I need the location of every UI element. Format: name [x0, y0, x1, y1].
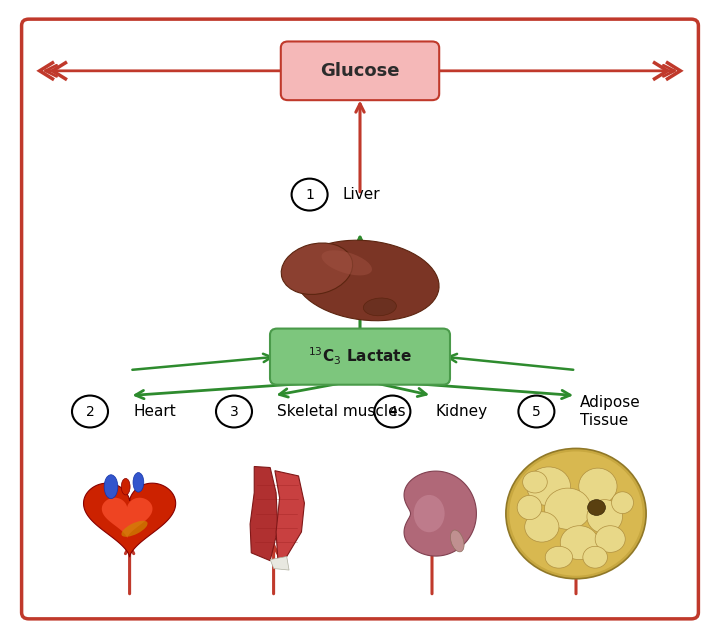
- Polygon shape: [102, 498, 153, 538]
- Text: Kidney: Kidney: [436, 404, 487, 419]
- FancyBboxPatch shape: [22, 19, 698, 619]
- Circle shape: [588, 500, 606, 516]
- Ellipse shape: [282, 243, 353, 295]
- Ellipse shape: [545, 546, 572, 568]
- Ellipse shape: [121, 478, 130, 495]
- Text: 4: 4: [388, 404, 397, 419]
- Ellipse shape: [611, 492, 634, 514]
- Ellipse shape: [527, 467, 570, 506]
- Ellipse shape: [523, 471, 547, 493]
- Ellipse shape: [364, 298, 397, 316]
- Text: 2: 2: [86, 404, 94, 419]
- Ellipse shape: [595, 526, 625, 553]
- Ellipse shape: [451, 530, 464, 552]
- Text: 1: 1: [305, 188, 314, 202]
- Polygon shape: [270, 556, 289, 570]
- Text: Heart: Heart: [133, 404, 176, 419]
- FancyBboxPatch shape: [270, 329, 450, 385]
- Ellipse shape: [133, 473, 144, 492]
- Ellipse shape: [122, 521, 148, 537]
- Text: Adipose
Tissue: Adipose Tissue: [580, 396, 640, 427]
- Ellipse shape: [544, 488, 591, 530]
- Ellipse shape: [579, 468, 617, 505]
- Ellipse shape: [104, 475, 118, 499]
- Text: 5: 5: [532, 404, 541, 419]
- Ellipse shape: [560, 526, 598, 560]
- Ellipse shape: [509, 452, 643, 575]
- Polygon shape: [84, 483, 176, 557]
- Ellipse shape: [506, 449, 646, 579]
- Text: 3: 3: [230, 404, 238, 419]
- Polygon shape: [275, 471, 305, 560]
- FancyBboxPatch shape: [281, 41, 439, 100]
- Polygon shape: [404, 471, 477, 556]
- Ellipse shape: [322, 250, 372, 276]
- Text: Skeletal muscles: Skeletal muscles: [277, 404, 406, 419]
- Ellipse shape: [587, 500, 623, 533]
- Ellipse shape: [517, 495, 542, 519]
- Text: Glucose: Glucose: [320, 62, 400, 80]
- Polygon shape: [250, 466, 278, 561]
- Text: Liver: Liver: [342, 187, 379, 202]
- Ellipse shape: [414, 495, 445, 532]
- Ellipse shape: [583, 546, 608, 568]
- Ellipse shape: [525, 512, 559, 542]
- Text: $^{13}$C$_3$ Lactate: $^{13}$C$_3$ Lactate: [308, 346, 412, 367]
- Ellipse shape: [294, 241, 439, 321]
